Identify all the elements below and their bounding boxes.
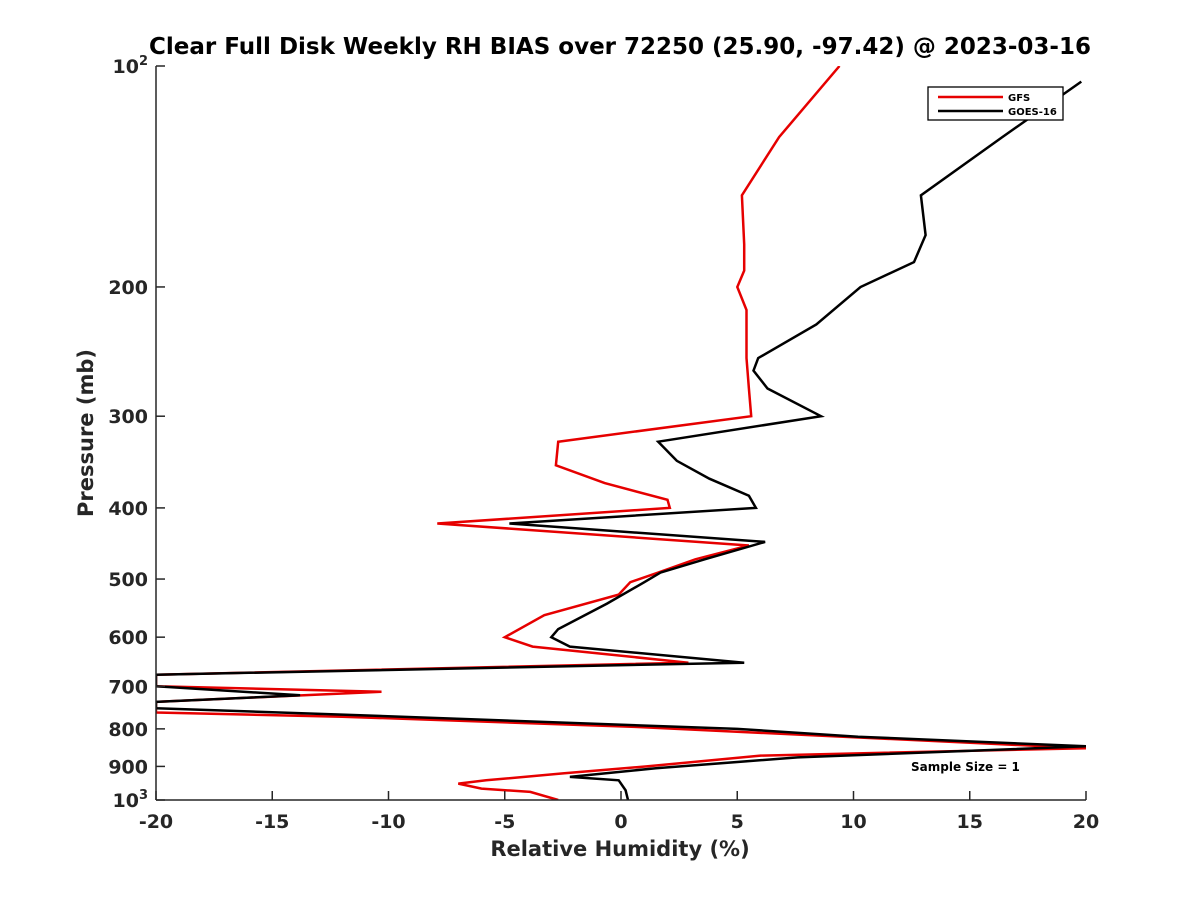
y-tick-label: 200 <box>108 277 148 299</box>
x-tick-label: 5 <box>731 811 744 833</box>
y-tick-label: 900 <box>108 756 148 778</box>
x-tick-label: -20 <box>139 811 173 833</box>
x-axis-label: Relative Humidity (%) <box>490 837 749 861</box>
series-line-gfs <box>156 66 1086 800</box>
x-tick-label: 10 <box>840 811 866 833</box>
y-axis-label: Pressure (mb) <box>74 349 98 517</box>
x-tick-label: 0 <box>614 811 627 833</box>
legend-box <box>927 86 1064 121</box>
y-tick-label: 600 <box>108 627 148 649</box>
y-tick-label: 400 <box>108 498 148 520</box>
y-tick-label: 300 <box>108 406 148 428</box>
axes-layer: -20 -15 -10 -5 0 5 10 15 20 102 200 300 400 500 600 700… <box>108 54 1099 833</box>
x-tick-label: -15 <box>255 811 289 833</box>
x-tick-label: -5 <box>494 811 515 833</box>
y-tick-label: 102 <box>113 54 149 78</box>
legend-label-gfs: GFS <box>1008 93 1030 104</box>
legend-label-goes16: GOES-16 <box>1008 107 1057 118</box>
x-tick-label: 15 <box>957 811 983 833</box>
chart-title: Clear Full Disk Weekly RH BIAS over 7225… <box>149 34 1091 60</box>
legend: GFS GOES-16 <box>927 86 1064 121</box>
y-tick-label: 700 <box>108 676 148 698</box>
series-layer <box>156 66 1086 800</box>
x-tick-label: 20 <box>1073 811 1099 833</box>
sample-size-annotation: Sample Size = 1 <box>911 760 1020 774</box>
y-tick-label: 103 <box>113 788 149 812</box>
y-tick-label: 800 <box>108 719 148 741</box>
series-line-goes16 <box>156 80 1086 800</box>
y-tick-label: 500 <box>108 569 148 591</box>
x-tick-label: -10 <box>371 811 405 833</box>
